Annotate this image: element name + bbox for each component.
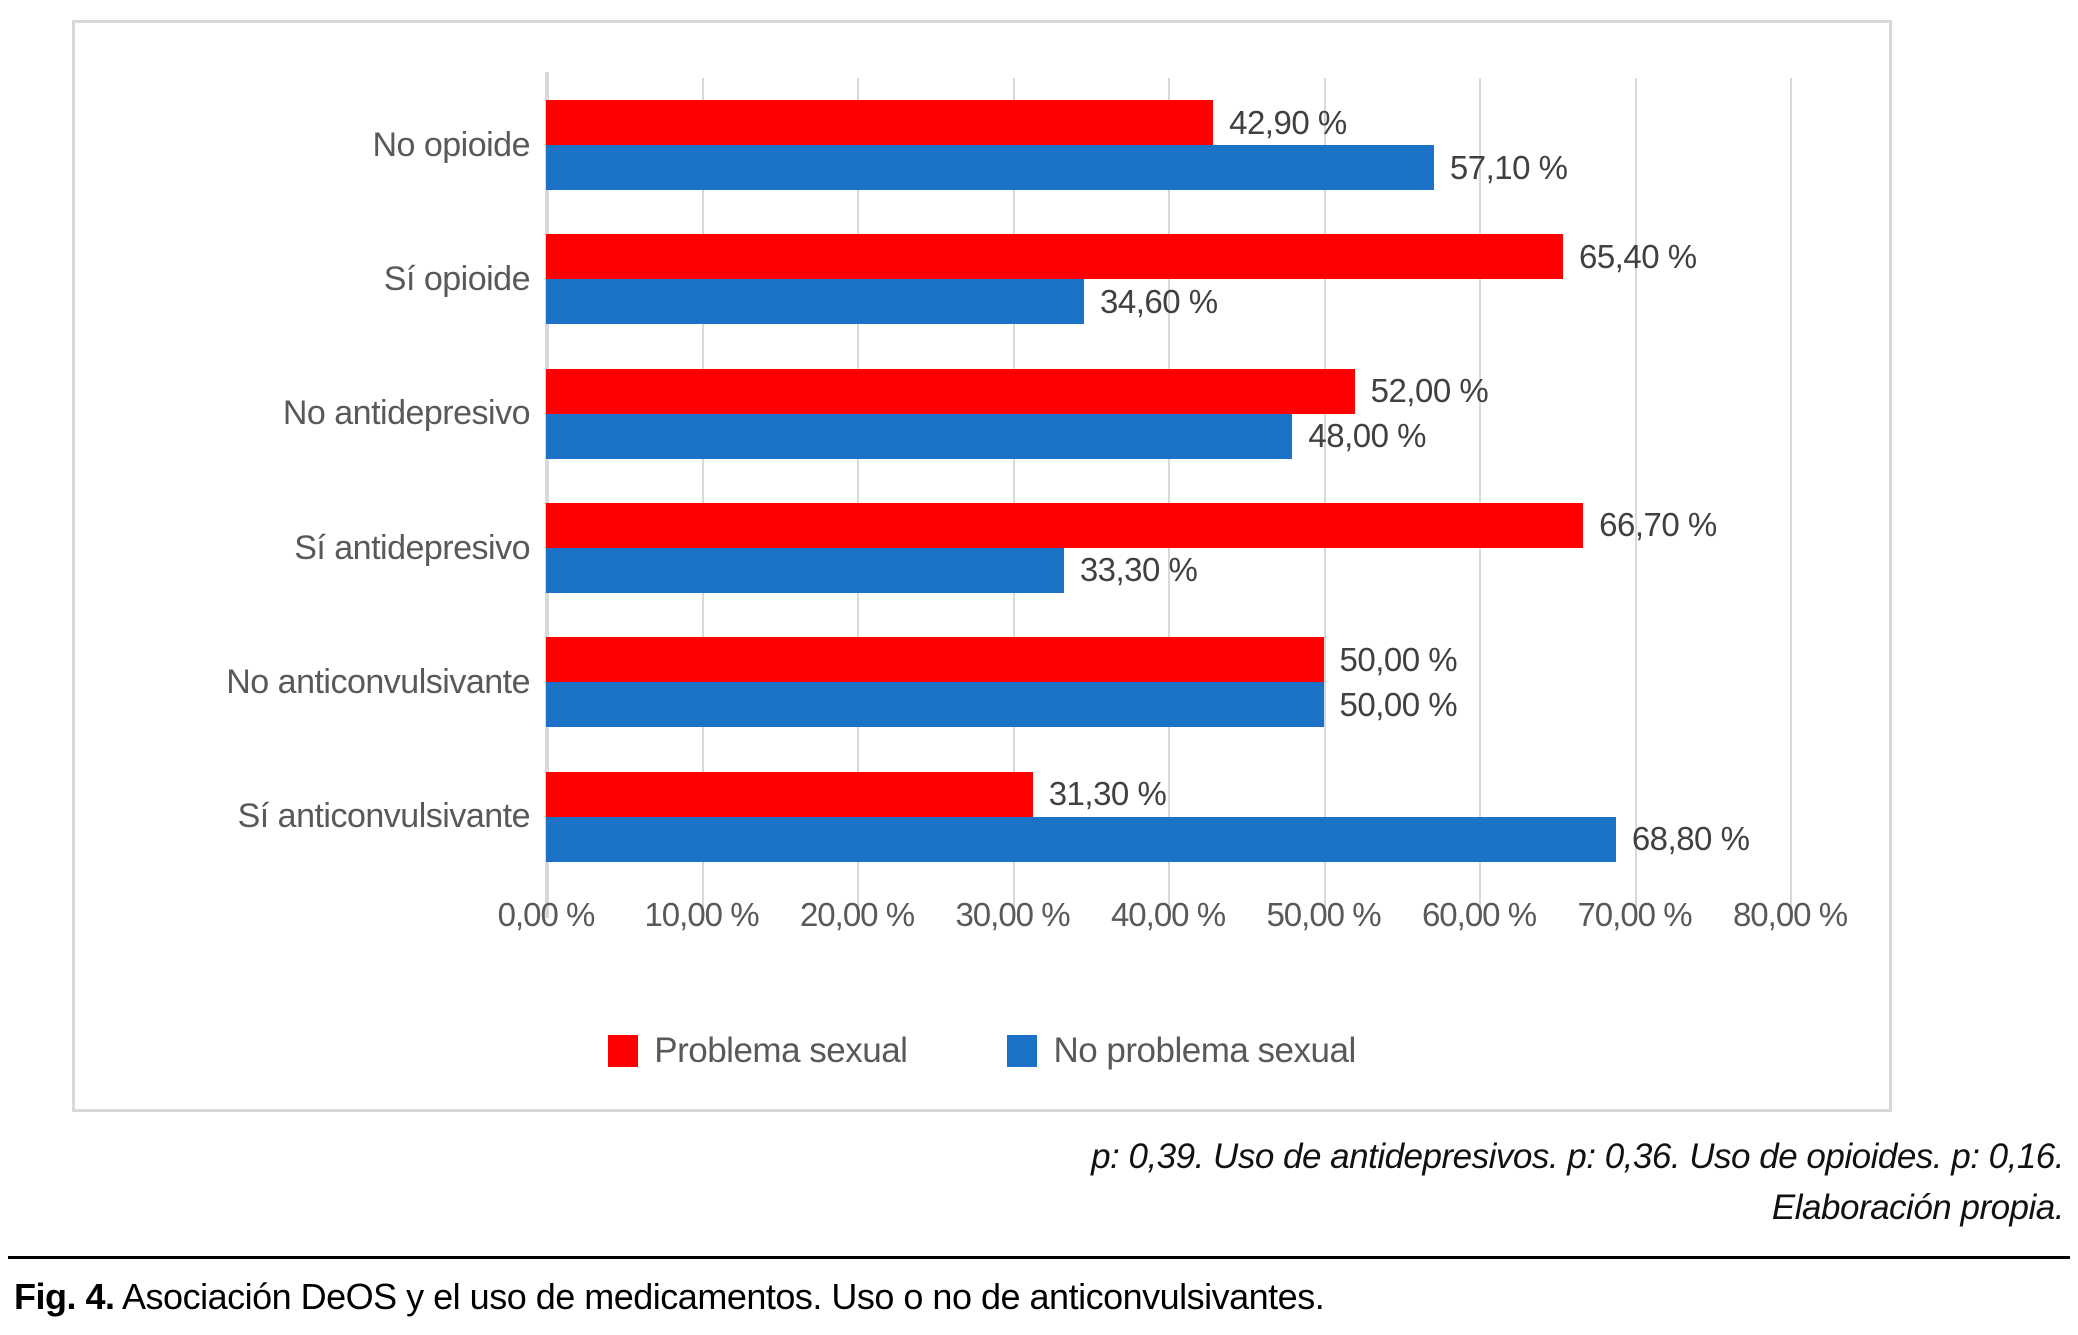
bar-value-label: 52,00 % xyxy=(1370,372,1489,410)
bar-problema-sexual xyxy=(546,368,1355,414)
category-row: No anticonvulsivante 50,00 % 50,00 % xyxy=(226,615,1790,749)
gridline xyxy=(1323,78,1326,912)
bar-problema-sexual xyxy=(546,637,1324,683)
x-tick-label: 50,00 % xyxy=(1266,896,1381,933)
bar-value-label: 42,90 % xyxy=(1229,103,1347,141)
chart-container: No opioide 42,90 % 57,10 % Sí opioide 65,40 … xyxy=(72,20,1892,1112)
x-tick-label: 30,00 % xyxy=(955,896,1070,933)
bar-value-label: 50,00 % xyxy=(1339,685,1458,723)
bar-value-label: 31,30 % xyxy=(1048,775,1167,813)
legend-swatch-icon xyxy=(1007,1035,1038,1067)
legend-item: No problema sexual xyxy=(1007,1031,1356,1071)
category-row: Sí anticonvulsivante 31,30 % 68,80 % xyxy=(238,750,1790,884)
bar-value-label: 33,30 % xyxy=(1079,551,1198,589)
legend-label: Problema sexual xyxy=(654,1031,908,1070)
x-tick-label: 0,00 % xyxy=(497,896,596,933)
caption-divider xyxy=(8,1256,2070,1259)
category-label: No opioide xyxy=(372,125,530,164)
caption-text: Asociación DeOS y el uso de medicamentos… xyxy=(122,1276,1325,1317)
bar-problema-sexual xyxy=(546,100,1214,145)
legend-item: Problema sexual xyxy=(608,1031,908,1071)
footnote-line-1: p: 0,39. Uso de antidepresivos. p: 0,36.… xyxy=(1091,1137,2064,1176)
bar-value-label: 48,00 % xyxy=(1308,417,1426,455)
figure-caption: Fig. 4. Asociación DeOS y el uso de medi… xyxy=(14,1276,2064,1318)
gridline xyxy=(1168,78,1170,912)
plot-area: No opioide 42,90 % 57,10 % Sí opioide 65,40 … xyxy=(226,72,1792,918)
gridline xyxy=(1790,78,1792,912)
category-row: Sí opioide 65,40 % 34,60 % xyxy=(384,212,1790,346)
bar-no-problema-sexual xyxy=(546,413,1293,459)
y-axis-line xyxy=(545,72,549,918)
x-tick-label: 20,00 % xyxy=(799,896,915,933)
gridline xyxy=(1012,78,1015,912)
x-axis: 0,00 % 10,00 % 20,00 % 30,00 % 40,00 % 50,00 … xyxy=(498,896,1848,946)
category-label: Sí anticonvulsivante xyxy=(237,797,531,836)
bar-value-label: 68,80 % xyxy=(1631,820,1750,858)
gridline xyxy=(1634,78,1637,912)
legend-label: No problema sexual xyxy=(1053,1031,1356,1070)
category-row: No opioide 42,90 % 57,10 % xyxy=(372,78,1790,212)
x-tick-label: 80,00 % xyxy=(1732,896,1848,933)
bar-value-label: 57,10 % xyxy=(1449,148,1568,186)
bar-problema-sexual xyxy=(546,771,1033,817)
caption-label: Fig. 4. xyxy=(14,1276,115,1317)
x-tick-label: 70,00 % xyxy=(1577,896,1692,933)
category-label: No antidepresivo xyxy=(282,394,531,433)
x-tick-label: 10,00 % xyxy=(644,896,759,933)
category-row: Sí antidepresivo 66,70 % 33,30 % xyxy=(294,481,1790,615)
bar-value-label: 34,60 % xyxy=(1100,282,1218,320)
bar-problema-sexual xyxy=(546,234,1563,280)
footnote-line-2: Elaboración propia. xyxy=(1771,1187,2065,1227)
legend-swatch-icon xyxy=(608,1035,639,1067)
category-label: Sí antidepresivo xyxy=(294,528,530,567)
bar-no-problema-sexual xyxy=(546,145,1434,190)
legend: Problema sexual No problema sexual xyxy=(75,1031,1889,1071)
x-tick-label: 40,00 % xyxy=(1110,896,1226,933)
gridline xyxy=(1479,78,1481,912)
category-row: No antidepresivo 52,00 % 48,00 % xyxy=(283,347,1790,481)
bar-no-problema-sexual xyxy=(546,816,1616,862)
bar-no-problema-sexual xyxy=(546,279,1085,325)
category-label: No anticonvulsivante xyxy=(226,662,530,701)
bar-no-problema-sexual xyxy=(546,682,1324,728)
x-tick-label: 60,00 % xyxy=(1421,896,1537,933)
gridline xyxy=(857,78,859,912)
bar-value-label: 65,40 % xyxy=(1578,237,1697,275)
bar-value-label: 66,70 % xyxy=(1599,506,1717,544)
bar-value-label: 50,00 % xyxy=(1339,640,1458,678)
bar-no-problema-sexual xyxy=(546,547,1064,593)
category-label: Sí opioide xyxy=(383,259,531,298)
bar-problema-sexual xyxy=(546,502,1584,548)
gridline xyxy=(701,78,704,912)
footnote: p: 0,39. Uso de antidepresivos. p: 0,36.… xyxy=(1091,1132,2064,1234)
